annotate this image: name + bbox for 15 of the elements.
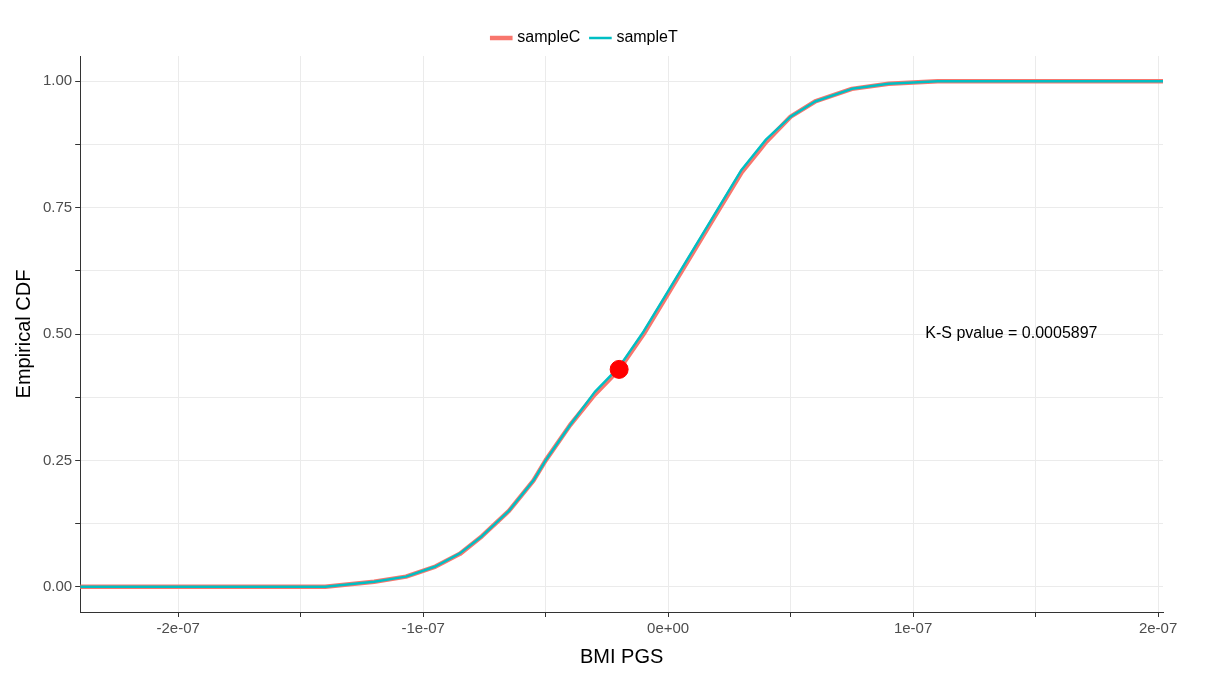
x-tick-label: 0e+00: [647, 619, 690, 637]
x-tick-label: 2e-07: [1138, 619, 1178, 637]
x-tick-label: -1e-07: [401, 619, 445, 637]
legend-label: sampleT: [616, 28, 678, 46]
legend-label: sampleC: [517, 28, 581, 46]
x-tick-label: 1e-07: [893, 619, 933, 637]
x-tick-label: -2e-07: [156, 619, 200, 637]
y-axis-title: Empirical CDF: [11, 269, 34, 399]
y-tick-label: 1.00: [42, 71, 73, 89]
y-tick-label: 0.50: [42, 324, 73, 342]
y-tick-label: 0.00: [42, 576, 73, 594]
x-axis-title: BMI PGS: [579, 644, 664, 667]
annotation: K-S pvalue = 0.0005897: [925, 324, 1098, 342]
y-tick-label: 0.25: [42, 450, 73, 468]
y-tick-label: 0.75: [42, 197, 73, 215]
